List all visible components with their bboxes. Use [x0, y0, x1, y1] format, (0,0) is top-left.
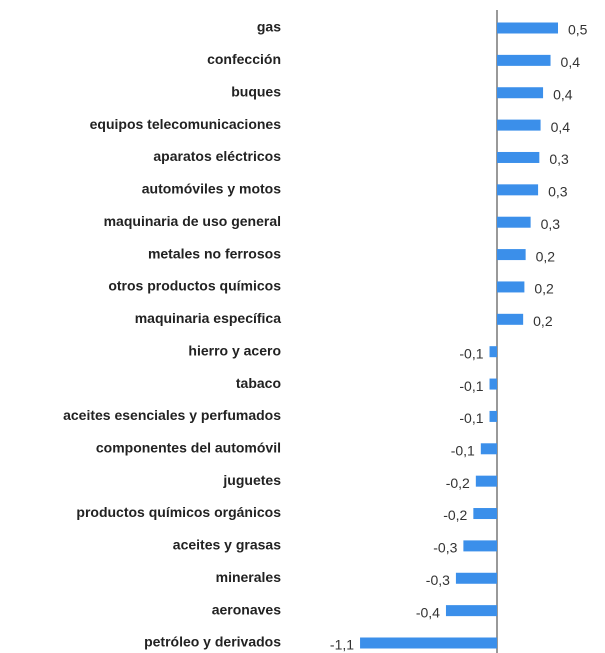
value-label: -0,2 — [443, 507, 467, 523]
bar — [497, 151, 540, 163]
category-label: automóviles y motos — [142, 181, 281, 197]
bar — [497, 54, 551, 66]
category-label: juguetes — [222, 472, 281, 488]
value-label: 0,3 — [548, 184, 568, 200]
category-label: maquinaria específica — [135, 310, 282, 326]
bar — [480, 443, 497, 455]
value-label: -0,3 — [433, 540, 457, 556]
bar — [497, 216, 531, 228]
bar — [489, 346, 497, 358]
category-label: componentes del automóvil — [96, 439, 281, 455]
value-label: 0,2 — [533, 313, 553, 329]
value-label: -0,1 — [459, 378, 483, 394]
bar — [463, 540, 497, 552]
category-label: otros productos químicos — [108, 278, 281, 294]
value-label: -0,1 — [459, 410, 483, 426]
value-label: -0,2 — [446, 475, 470, 491]
bar — [475, 475, 497, 487]
category-label: maquinaria de uso general — [104, 213, 281, 229]
value-label: 0,2 — [534, 281, 554, 297]
value-label: -0,4 — [416, 604, 440, 620]
category-label: gas — [257, 19, 281, 35]
bar — [360, 637, 497, 649]
category-label: tabaco — [236, 375, 281, 391]
bar — [497, 119, 541, 131]
category-label: equipos telecomunicaciones — [90, 116, 282, 132]
value-label: 0,5 — [568, 22, 588, 38]
value-label: 0,3 — [541, 216, 561, 232]
value-label: 0,4 — [551, 119, 571, 135]
bar — [497, 313, 524, 325]
bar — [473, 508, 497, 520]
category-label: minerales — [216, 569, 282, 585]
value-label: 0,3 — [549, 151, 569, 167]
value-label: -0,3 — [426, 572, 450, 588]
value-label: 0,4 — [561, 54, 581, 70]
category-label: productos químicos orgánicos — [76, 504, 281, 520]
value-label: -0,1 — [459, 345, 483, 361]
value-label: 0,2 — [536, 248, 556, 264]
bar — [489, 410, 497, 422]
category-label: aeronaves — [212, 601, 281, 617]
bar — [497, 87, 544, 99]
bar — [445, 605, 497, 617]
category-label: aceites esenciales y perfumados — [63, 407, 281, 423]
bar — [497, 249, 526, 261]
bar — [455, 572, 497, 584]
value-label: -1,1 — [330, 637, 354, 653]
bar — [497, 281, 525, 293]
category-label: aceites y grasas — [173, 537, 281, 553]
value-label: 0,4 — [553, 86, 573, 102]
value-label: -0,1 — [451, 442, 475, 458]
bar — [497, 22, 559, 34]
category-label: hierro y acero — [188, 342, 281, 358]
category-label: petróleo y derivados — [144, 634, 281, 650]
bar — [489, 378, 497, 390]
category-label: metales no ferrosos — [148, 245, 281, 261]
bar — [497, 184, 539, 196]
category-label: confección — [207, 51, 281, 67]
category-label: aparatos eléctricos — [153, 148, 281, 164]
category-label: buques — [231, 83, 281, 99]
